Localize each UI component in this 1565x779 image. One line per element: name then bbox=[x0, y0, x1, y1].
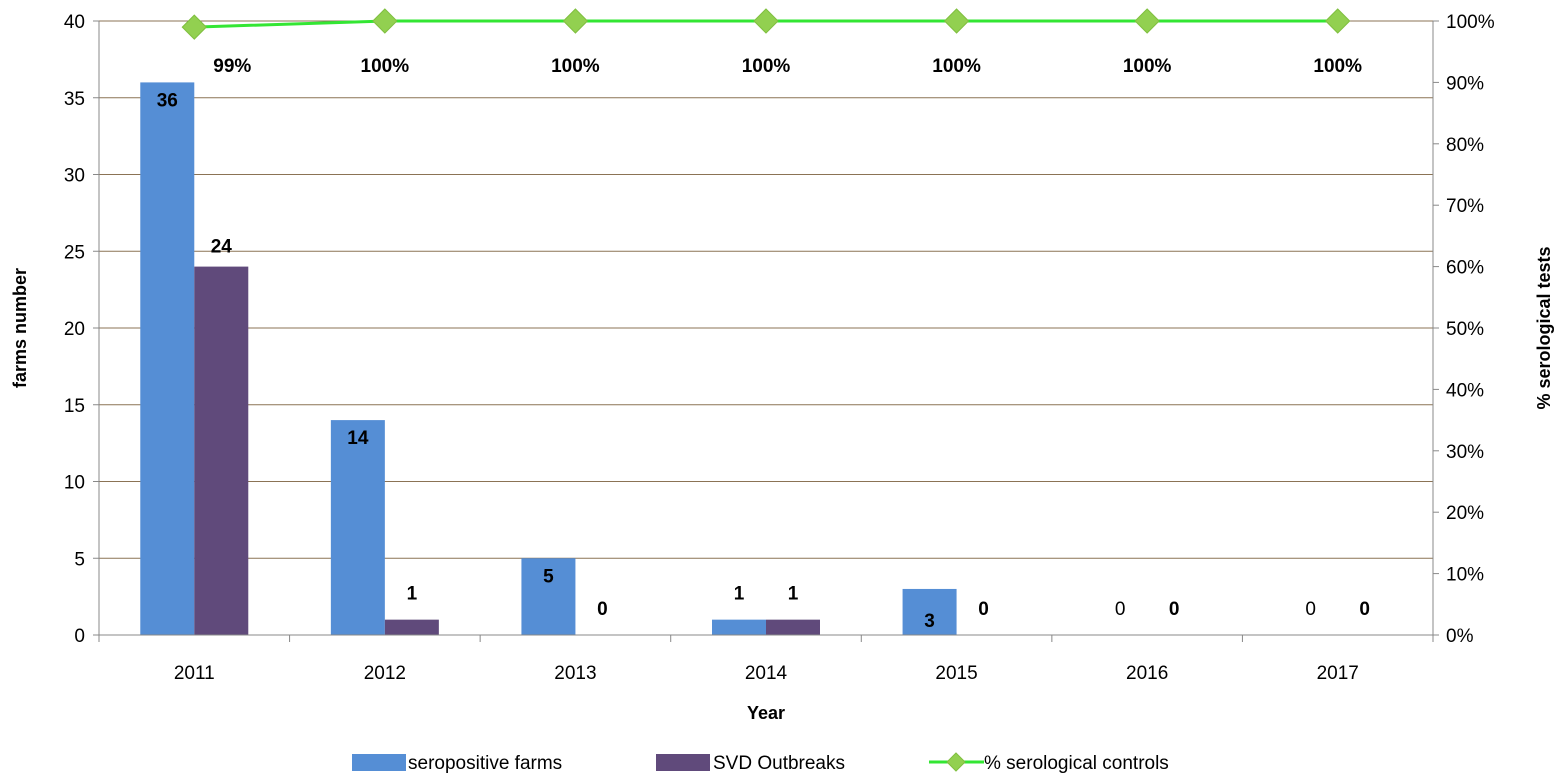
y-tick-label: 35 bbox=[64, 89, 85, 110]
x-axis-title: Year bbox=[747, 703, 785, 723]
data-label-seropositive: 0 bbox=[1115, 599, 1126, 620]
data-label-svd: 0 bbox=[597, 599, 608, 620]
data-label-svd: 0 bbox=[978, 599, 989, 620]
y2-tick-label: 60% bbox=[1446, 258, 1484, 279]
x-tick-label: 2015 bbox=[935, 663, 977, 684]
data-label-svd: 1 bbox=[788, 584, 799, 605]
data-label-percent: 100% bbox=[551, 56, 600, 77]
data-label-percent: 100% bbox=[361, 56, 410, 77]
data-label-seropositive: 1 bbox=[734, 584, 745, 605]
data-label-percent: 100% bbox=[742, 56, 791, 77]
y2-tick-label: 100% bbox=[1446, 12, 1495, 33]
data-label-percent: 99% bbox=[213, 56, 251, 77]
data-label-percent: 100% bbox=[932, 56, 981, 77]
data-label-seropositive: 36 bbox=[157, 90, 178, 111]
line-marker bbox=[372, 8, 398, 34]
data-label-svd: 24 bbox=[211, 237, 233, 258]
bar-seropositive bbox=[330, 420, 385, 635]
line-marker bbox=[753, 8, 779, 34]
legend: seropositive farms SVD Outbreaks % serolog… bbox=[352, 752, 1169, 774]
x-tick-label: 2011 bbox=[174, 663, 215, 684]
bar-seropositive bbox=[521, 558, 576, 635]
data-label-seropositive: 0 bbox=[1305, 599, 1316, 620]
bar-seropositive bbox=[140, 82, 195, 635]
y-tick-label: 20 bbox=[64, 319, 85, 340]
x-tick-label: 2012 bbox=[364, 663, 406, 684]
gridlines bbox=[99, 20, 1433, 559]
y2-tick-label: 30% bbox=[1446, 442, 1484, 463]
data-label-percent: 100% bbox=[1313, 56, 1362, 77]
y2-tick-label: 20% bbox=[1446, 503, 1484, 524]
y2-tick-label: 40% bbox=[1446, 380, 1484, 401]
bar-marks bbox=[140, 82, 957, 635]
line-marker bbox=[562, 8, 589, 34]
y2-tick-label: 90% bbox=[1446, 73, 1484, 94]
y-axis-title: farms number bbox=[10, 268, 30, 388]
data-label-svd: 0 bbox=[1359, 599, 1370, 620]
y2-tick-label: 0% bbox=[1446, 626, 1474, 647]
legend-label-seropositive: seropositive farms bbox=[408, 753, 562, 774]
percent-line bbox=[181, 8, 1351, 40]
y-tick-label: 10 bbox=[64, 473, 85, 494]
line-marker bbox=[1134, 8, 1160, 34]
legend-swatch-svd bbox=[656, 754, 710, 771]
legend-swatch-seropositive bbox=[352, 754, 406, 771]
line-marker bbox=[943, 8, 970, 34]
data-labels: 36 24 99% 14 1 100% 5 0 100% 1 1 100% 3 0 100% 0 0 100% 0 0… bbox=[157, 56, 1370, 632]
bar-svd-outbreaks bbox=[194, 266, 249, 635]
line-marker bbox=[181, 14, 207, 40]
y2-tick-label: 50% bbox=[1446, 319, 1484, 340]
legend-marker-swatch bbox=[946, 752, 966, 772]
data-label-seropositive: 5 bbox=[543, 566, 554, 587]
x-tick-label: 2017 bbox=[1317, 663, 1359, 684]
tick-labels: 05101520253035400%10%20%30%40%50%60%70%8… bbox=[64, 12, 1495, 684]
line-marker bbox=[1325, 8, 1351, 34]
bar-svd-outbreaks bbox=[766, 619, 820, 635]
y2-axis-title: % serological tests bbox=[1534, 246, 1554, 409]
y-tick-label: 25 bbox=[64, 242, 85, 263]
y2-tick-label: 10% bbox=[1446, 565, 1484, 586]
bar-svd-outbreaks bbox=[384, 619, 439, 635]
y-tick-label: 40 bbox=[64, 12, 85, 33]
y-tick-label: 15 bbox=[64, 396, 85, 417]
axes bbox=[93, 20, 1439, 642]
data-label-svd: 1 bbox=[407, 584, 418, 605]
legend-label-serological: % serological controls bbox=[984, 753, 1169, 774]
x-tick-label: 2014 bbox=[745, 663, 788, 684]
bar-seropositive bbox=[712, 619, 766, 635]
data-label-percent: 100% bbox=[1123, 56, 1172, 77]
y-tick-label: 0 bbox=[74, 626, 85, 647]
x-tick-label: 2016 bbox=[1126, 663, 1168, 684]
bar-seropositive bbox=[902, 588, 957, 635]
y-tick-label: 30 bbox=[64, 166, 85, 187]
data-label-svd: 0 bbox=[1169, 599, 1180, 620]
x-tick-label: 2013 bbox=[554, 663, 596, 684]
y2-tick-label: 80% bbox=[1446, 135, 1484, 156]
data-label-seropositive: 14 bbox=[347, 428, 369, 449]
data-label-seropositive: 3 bbox=[924, 611, 935, 632]
legend-label-svd: SVD Outbreaks bbox=[713, 753, 845, 774]
y2-tick-label: 70% bbox=[1446, 196, 1484, 217]
y-tick-label: 5 bbox=[74, 549, 85, 570]
